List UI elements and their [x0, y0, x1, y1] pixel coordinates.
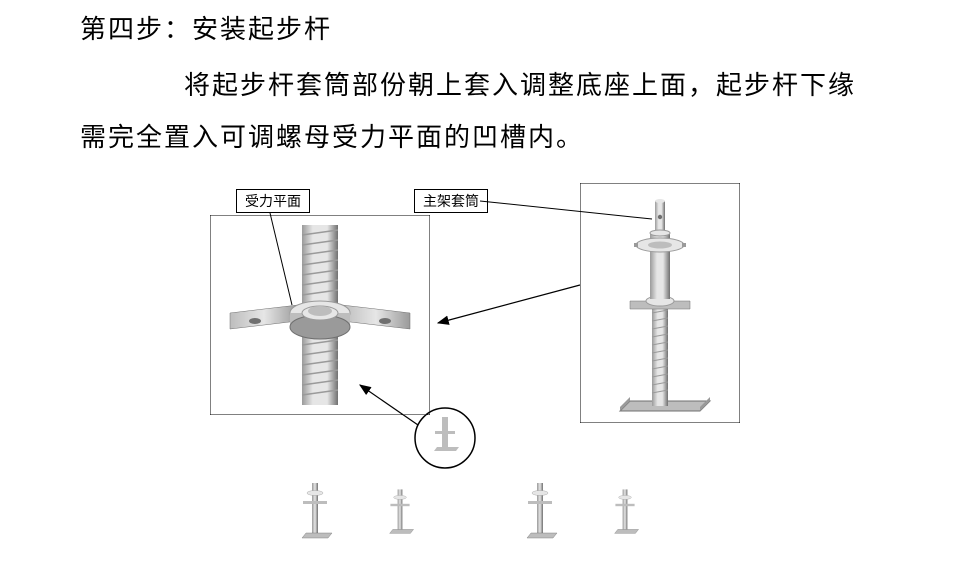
instruction-text: 将起步杆套筒部份朝上套入调整底座上面，起步杆下缘需完全置入可调螺母受力平面的凹槽… — [80, 60, 880, 164]
diagram-area: 受力平面 主架套筒 — [180, 175, 780, 555]
jack-row — [260, 475, 710, 555]
page: 第四步：安装起步杆 将起步杆套筒部份朝上套入调整底座上面，起步杆下缘需完全置入可… — [0, 0, 960, 564]
step-title: 第四步：安装起步杆 — [80, 12, 332, 48]
